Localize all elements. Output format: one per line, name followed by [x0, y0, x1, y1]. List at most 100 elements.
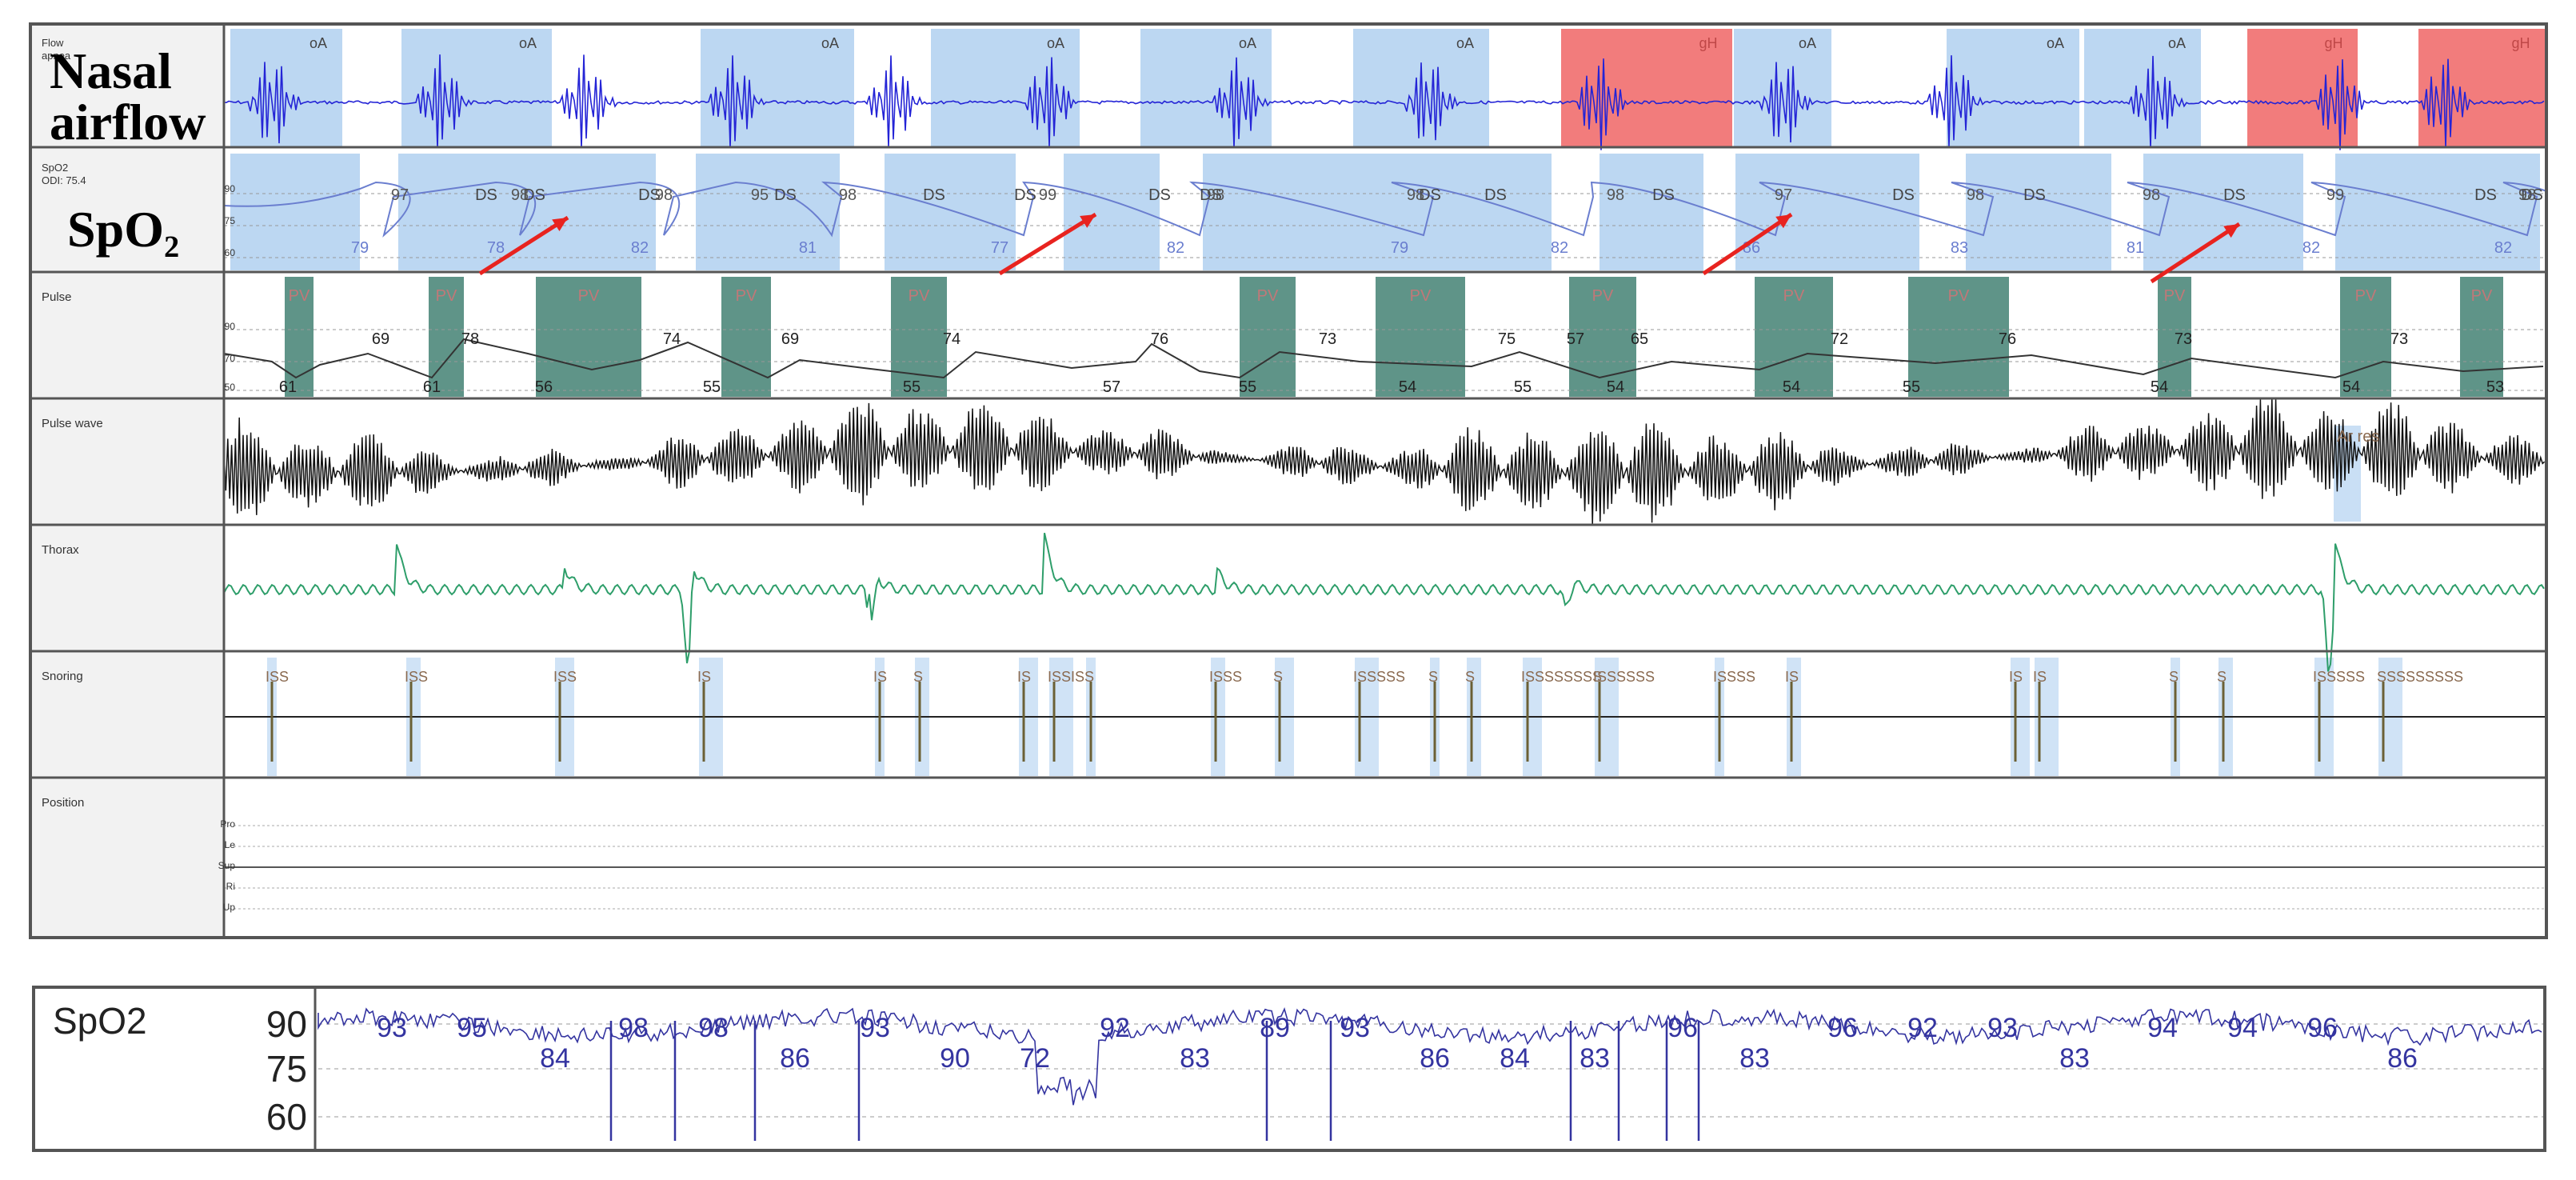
- pulse-variation-event: [2460, 277, 2503, 397]
- position-channel-name: Position: [42, 796, 84, 810]
- flow-event-label: gH: [2511, 35, 2530, 51]
- pulsewave-channel-name: Pulse wave: [42, 417, 103, 430]
- pulse-pv-label: PV: [1410, 287, 1432, 305]
- pulse-channel-name: Pulse: [42, 290, 72, 304]
- pulse-value-label: 54: [1607, 378, 1624, 396]
- position-level-pro: Pro: [220, 818, 235, 830]
- pulse-value-label: 72: [1831, 330, 1848, 348]
- red-arrow-head: [552, 218, 568, 232]
- spo2-peak-value: 98: [2143, 186, 2160, 204]
- red-arrow: [998, 212, 1097, 276]
- flow-event-obstructive: [1353, 29, 1489, 147]
- pulse-pv-label: PV: [2164, 287, 2186, 305]
- spo2-ds-label: DS: [2521, 186, 2543, 204]
- snoring-event-label: ISSSSS: [1353, 669, 1405, 685]
- pulse-scale-70: 70: [225, 353, 236, 364]
- pulse-value-label: 55: [703, 378, 721, 396]
- spo2-ds-label: DS: [1484, 186, 1507, 204]
- pulse-variation-event: [721, 277, 771, 397]
- position-level-up: Up: [223, 902, 236, 913]
- bottom-peak-value: 92: [1907, 1013, 1938, 1043]
- pulse-value-label: 54: [1783, 378, 1800, 396]
- spo2-peak-value: 98: [1407, 186, 1424, 204]
- pulse-value-label: 57: [1103, 378, 1120, 396]
- flow-event-label: oA: [1799, 35, 1816, 51]
- bottom-nadir-value: 90: [940, 1043, 970, 1074]
- spo2-ds-label: DS: [2474, 186, 2497, 204]
- bottom-nadir-value: 83: [1180, 1043, 1210, 1074]
- pulse-pv-label: PV: [578, 287, 600, 305]
- label-column-background: [32, 26, 224, 936]
- pulse-value-label: 53: [2486, 378, 2504, 396]
- red-arrow: [1702, 212, 1793, 276]
- spo2-ds-label: DS: [1148, 186, 1171, 204]
- spo2-ds-label: DS: [1652, 186, 1675, 204]
- bottom-peak-value: 95: [457, 1013, 487, 1043]
- bottom-peak-value: 93: [377, 1013, 407, 1043]
- spo2-nadir-value: 79: [1391, 239, 1408, 257]
- bottom-nadir-value: 83: [2059, 1043, 2090, 1074]
- snoring-event-label: S: [913, 669, 923, 685]
- bottom-peak-value: 92: [1100, 1013, 1130, 1043]
- pulse-value-label: 73: [2175, 330, 2192, 348]
- flow-event-label: oA: [2047, 35, 2064, 51]
- pulse-value-label: 74: [943, 330, 961, 348]
- spo2-overview-svg: 93 95 98 98 93 92 89 93 96 96 92 93 94 94 96 84 86 90 72 83…: [53, 989, 2543, 1149]
- snoring-event-label: IS: [873, 669, 887, 685]
- spo2-desaturation-event: [230, 154, 360, 270]
- flow-event-label: oA: [519, 35, 537, 51]
- spo2-peak-value: 97: [391, 186, 409, 204]
- position-level-ri: Ri: [226, 881, 235, 892]
- pulse-value-label: 55: [1239, 378, 1256, 396]
- snoring-event-label: S: [1428, 669, 1438, 685]
- bottom-peak-value: 96: [2307, 1013, 2338, 1043]
- spo2-nadir-value: 78: [487, 239, 505, 257]
- spo2-peak-value: 95: [751, 186, 769, 204]
- snoring-event-label: ISSSSS: [2313, 669, 2365, 685]
- spo2-scale-90: 90: [225, 183, 236, 194]
- flow-event-label: oA: [2168, 35, 2186, 51]
- thorax-channel-name: Thorax: [42, 543, 79, 557]
- spo2-channel-name: SpO2: [42, 162, 68, 174]
- pulse-value-label: 54: [2342, 378, 2360, 396]
- pulse-variation-event: [1755, 277, 1833, 397]
- position-level-sup: Sup: [218, 860, 236, 871]
- spo2-peak-value: 98: [2518, 186, 2536, 204]
- spo2-scale-60: 60: [225, 247, 236, 258]
- arousal-event-label: Ar res: [2337, 428, 2379, 446]
- pulse-variation-event: [429, 277, 464, 397]
- snoring-event-label: S: [1273, 669, 1283, 685]
- flow-event-label: oA: [1239, 35, 1256, 51]
- snoring-event-label: S: [2169, 669, 2179, 685]
- pulse-variation-event: [536, 277, 641, 397]
- snoring-event-label: S: [2217, 669, 2227, 685]
- bottom-peak-value: 94: [2147, 1013, 2178, 1043]
- bottom-nadir-value: 84: [1500, 1043, 1530, 1074]
- spo2-nadir-value: 81: [799, 239, 817, 257]
- pulse-value-label: 61: [423, 378, 441, 396]
- pulse-value-label: 76: [1151, 330, 1168, 348]
- spo2-desaturation-event: [696, 154, 840, 270]
- snoring-event-label: IS: [2033, 669, 2047, 685]
- spo2-overlay-title: SpO₂: [67, 201, 179, 258]
- bottom-peak-value: 93: [860, 1013, 890, 1043]
- bottom-peak-value: 98: [618, 1013, 649, 1043]
- bottom-nadir-value: 86: [1420, 1043, 1450, 1074]
- spo2-peak-value: 99: [2326, 186, 2344, 204]
- spo2-nadir-value: 82: [1551, 239, 1568, 257]
- spo2-desaturation-event: [885, 154, 1016, 270]
- spo2-nadir-value: 83: [1951, 239, 1968, 257]
- spo2-ds-label: DS: [2223, 186, 2246, 204]
- spo2-nadir-value: 81: [2127, 239, 2144, 257]
- bottom-peak-value: 96: [1827, 1013, 1858, 1043]
- bottom-peak-value: 93: [1340, 1013, 1370, 1043]
- snoring-event-label: IS: [1785, 669, 1799, 685]
- spo2-channel-sub: ODI: 75.4: [42, 174, 86, 186]
- snoring-channel-name: Snoring: [42, 670, 83, 683]
- pulse-value-label: 55: [1903, 378, 1920, 396]
- snoring-event-label: ISSSSSSSS: [1521, 669, 1602, 685]
- flow-event-label: oA: [1047, 35, 1064, 51]
- pulse-pv-label: PV: [1783, 287, 1805, 305]
- pulse-value-label: 57: [1567, 330, 1584, 348]
- spo2-nadir-value: 82: [631, 239, 649, 257]
